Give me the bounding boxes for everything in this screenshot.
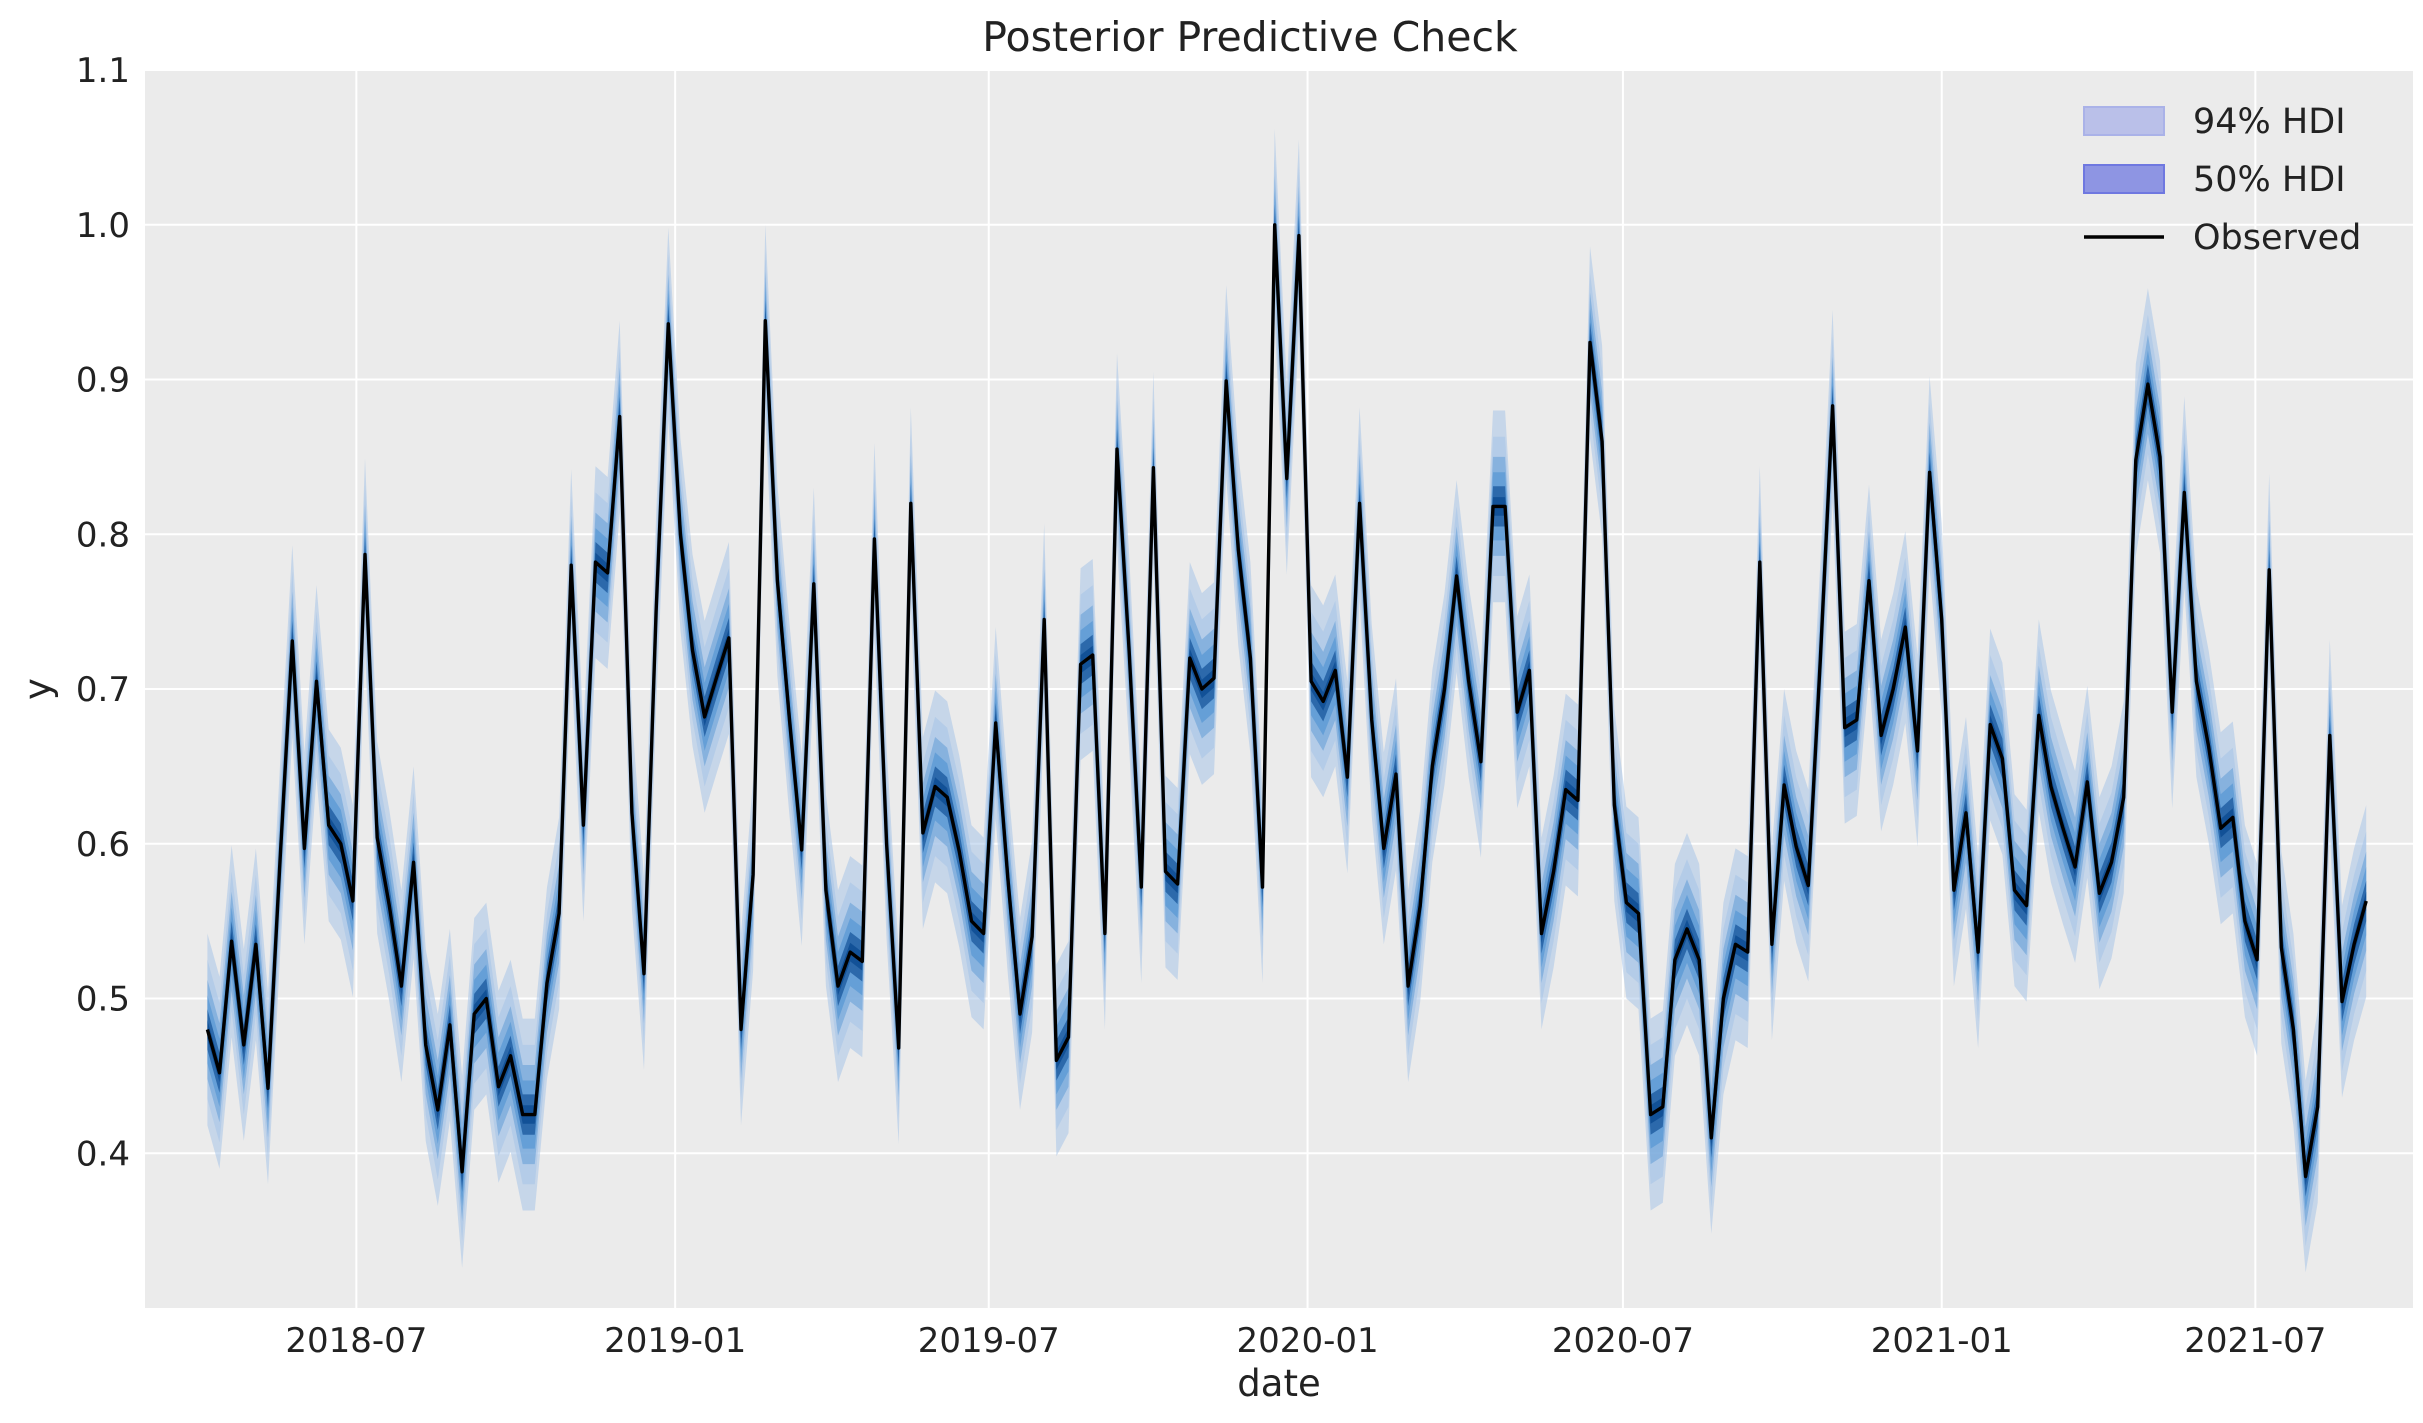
- x-tick-label: 2019-07: [918, 1321, 1060, 1361]
- x-tick-label: 2018-07: [285, 1321, 427, 1361]
- x-tick-label: 2021-07: [2184, 1321, 2326, 1361]
- legend: 94% HDI 50% HDI Observed: [2083, 102, 2361, 258]
- legend-label: Observed: [2193, 218, 2361, 258]
- x-tick-label: 2020-01: [1237, 1321, 1379, 1361]
- chart-title: Posterior Predictive Check: [982, 13, 1518, 61]
- x-tick-label: 2020-07: [1552, 1321, 1694, 1361]
- y-tick-label: 1.0: [76, 206, 130, 246]
- legend-label: 50% HDI: [2193, 160, 2346, 200]
- x-axis-label: date: [1237, 1362, 1320, 1405]
- y-tick-label: 0.9: [76, 361, 130, 401]
- x-tick-label: 2019-01: [604, 1321, 746, 1361]
- observed-line: [205, 223, 2368, 1179]
- legend-swatch: [2083, 164, 2165, 194]
- y-tick-label: 0.6: [76, 825, 130, 865]
- y-tick-label: 0.7: [76, 670, 130, 710]
- y-tick-label: 1.1: [76, 51, 130, 91]
- y-tick-label: 0.8: [76, 515, 130, 555]
- y-axis-label: y: [16, 678, 59, 700]
- legend-label: 94% HDI: [2193, 102, 2346, 142]
- observed-series: [205, 223, 2368, 1179]
- y-axis-ticks: 0.4 0.5 0.6 0.7 0.8 0.9 1.0 1.1: [76, 51, 130, 1174]
- legend-swatch: [2083, 106, 2165, 136]
- y-tick-label: 0.4: [76, 1134, 130, 1174]
- y-tick-label: 0.5: [76, 980, 130, 1020]
- x-tick-label: 2021-01: [1871, 1321, 2013, 1361]
- x-axis-ticks: 2018-07 2019-01 2019-07 2020-01 2020-07 2021-…: [285, 1321, 2326, 1361]
